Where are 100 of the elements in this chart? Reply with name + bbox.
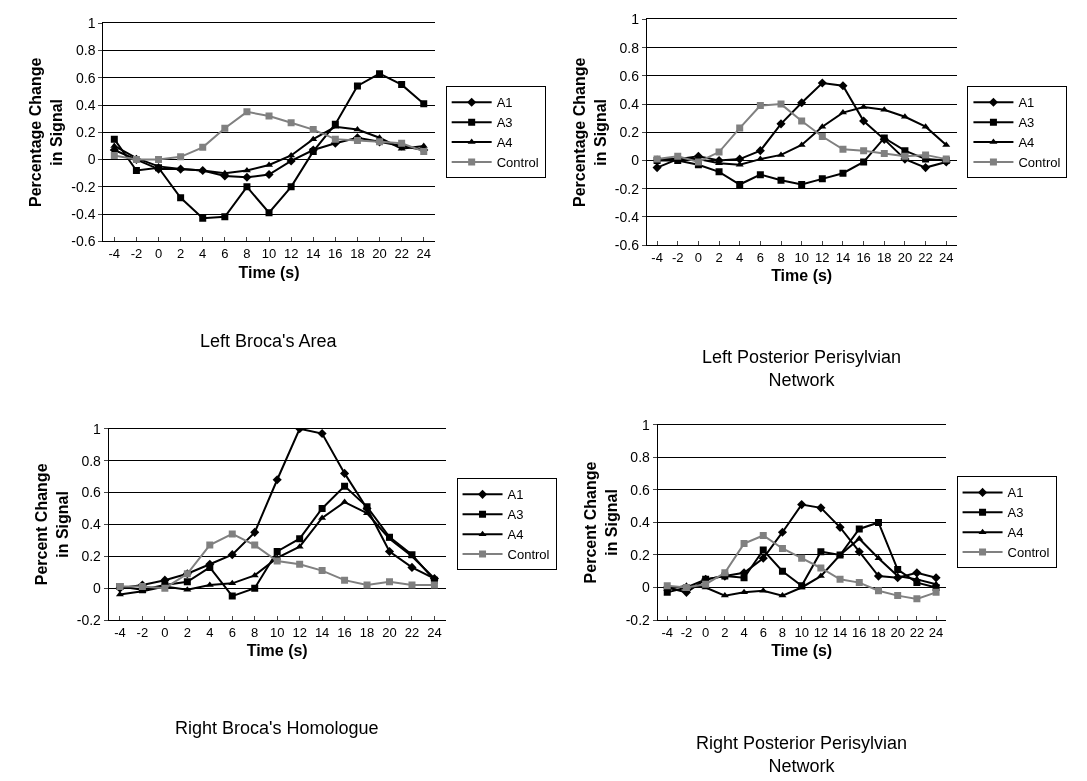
- x-tick-label: 8: [251, 624, 259, 640]
- x-tick-label: 2: [183, 624, 191, 640]
- y-tick-label: 0.6: [630, 481, 651, 498]
- x-tick-label: 12: [292, 624, 307, 640]
- y-tick-label: 0.8: [630, 449, 651, 466]
- y-tick-label: 0.4: [81, 516, 102, 533]
- legend-label: Control: [1018, 155, 1061, 171]
- x-tick-label: 20: [890, 624, 905, 640]
- text: Left Posterior Perisylvian Network: [702, 347, 902, 391]
- x-tick-label: 0: [702, 624, 710, 640]
- legend-label: Control: [507, 547, 550, 563]
- x-tick-label: 22: [918, 249, 933, 265]
- y-tick-label: 0.4: [76, 96, 96, 113]
- x-axis-title: Time (s): [246, 642, 308, 660]
- y-tick-label: 0.6: [81, 484, 102, 501]
- x-tick-label: 4: [206, 624, 214, 640]
- y-tick-label: -0.6: [71, 233, 96, 250]
- x-tick-label: 22: [394, 245, 409, 261]
- x-tick-label: 24: [416, 245, 431, 261]
- legend-label: A1: [1007, 485, 1024, 501]
- x-tick-label: 24: [939, 249, 954, 265]
- x-tick-label: -2: [680, 624, 693, 640]
- x-tick-label: 18: [350, 245, 365, 261]
- x-tick-label: -4: [651, 249, 663, 265]
- y-tick-label: 0.4: [630, 514, 651, 531]
- y-tick-label: 0.2: [76, 124, 96, 141]
- y-tick-label: 1: [87, 15, 96, 32]
- x-tick-label: 16: [337, 624, 352, 640]
- y-tick-label: -0.4: [71, 205, 96, 222]
- y-tick-label: -0.2: [76, 611, 102, 628]
- y-tick-label: 0.8: [619, 39, 640, 56]
- x-tick-label: 0: [694, 249, 703, 265]
- x-tick-label: -4: [108, 245, 121, 261]
- y-tick-label: -0.4: [614, 208, 640, 225]
- y-tick-label: 0.6: [76, 69, 96, 86]
- x-tick-label: 8: [243, 245, 251, 261]
- legend-label: A1: [1018, 95, 1035, 111]
- x-tick-label: 10: [261, 245, 277, 261]
- text: Right Broca's Homologue: [175, 718, 379, 738]
- x-tick-label: 16: [328, 245, 343, 261]
- y-tick-label: 0: [87, 151, 96, 168]
- x-tick-label: 18: [871, 624, 886, 640]
- legend-label: A3: [496, 115, 513, 131]
- legend-label: A4: [1018, 135, 1035, 151]
- x-tick-label: 6: [228, 624, 236, 640]
- x-tick-label: 20: [372, 245, 387, 261]
- y-tick-label: 0.6: [619, 67, 640, 84]
- x-tick-label: 24: [928, 624, 944, 640]
- y-axis-title: Percent Change in Signal: [581, 461, 620, 584]
- y-tick-label: -0.2: [614, 180, 640, 197]
- x-tick-label: 2: [177, 245, 185, 261]
- text: Right Posterior Perisylvian Network: [696, 733, 908, 777]
- x-axis-title: Time (s): [238, 263, 300, 281]
- text: Left Broca's Area: [200, 331, 338, 351]
- x-tick-label: 12: [815, 249, 830, 265]
- legend-label: A4: [507, 527, 524, 543]
- x-tick-label: 6: [221, 245, 229, 261]
- x-tick-label: 14: [832, 624, 848, 640]
- x-tick-label: 6: [759, 624, 767, 640]
- y-tick-label: 0.8: [76, 42, 96, 59]
- y-tick-label: -0.2: [71, 178, 96, 195]
- x-tick-label: -4: [114, 624, 126, 640]
- x-tick-label: 24: [427, 624, 442, 640]
- x-tick-label: 0: [161, 624, 169, 640]
- legend-label: A1: [507, 487, 524, 503]
- x-axis-title: Time (s): [771, 642, 833, 660]
- y-tick-label: 0.2: [619, 124, 640, 141]
- x-tick-label: 12: [813, 624, 829, 640]
- legend-label: A4: [496, 135, 513, 151]
- x-tick-label: 8: [777, 249, 785, 265]
- x-tick-label: 6: [756, 249, 764, 265]
- x-tick-label: 16: [852, 624, 867, 640]
- x-tick-label: 10: [269, 624, 285, 640]
- legend-label: A1: [496, 95, 513, 111]
- legend-label: Control: [496, 155, 539, 171]
- x-tick-label: 4: [740, 624, 748, 640]
- x-tick-label: 14: [306, 245, 321, 261]
- y-tick-label: -0.2: [625, 611, 651, 628]
- x-tick-label: 10: [794, 249, 809, 265]
- x-tick-label: 8: [778, 624, 787, 640]
- legend-label: A3: [507, 507, 524, 523]
- y-tick-label: 0: [642, 579, 651, 596]
- x-tick-label: -2: [136, 624, 149, 640]
- y-tick-label: 1: [642, 416, 651, 433]
- x-tick-label: -2: [130, 245, 143, 261]
- x-tick-label: 2: [715, 249, 723, 265]
- y-axis-title: Percent Change in Signal: [32, 463, 71, 586]
- x-tick-label: -4: [661, 624, 674, 640]
- legend-label: A3: [1007, 505, 1024, 521]
- y-tick-label: 0: [93, 580, 102, 597]
- x-tick-label: 4: [736, 249, 744, 265]
- x-tick-label: 22: [909, 624, 925, 640]
- y-tick-label: 0.8: [81, 452, 102, 469]
- y-axis-title: Percentage Change in Signal: [27, 57, 66, 208]
- y-tick-label: -0.6: [614, 237, 640, 254]
- x-tick-label: 10: [794, 624, 809, 640]
- x-tick-label: 2: [721, 624, 729, 640]
- x-tick-label: 14: [314, 624, 330, 640]
- x-tick-label: 18: [359, 624, 375, 640]
- x-axis-title: Time (s): [771, 267, 833, 285]
